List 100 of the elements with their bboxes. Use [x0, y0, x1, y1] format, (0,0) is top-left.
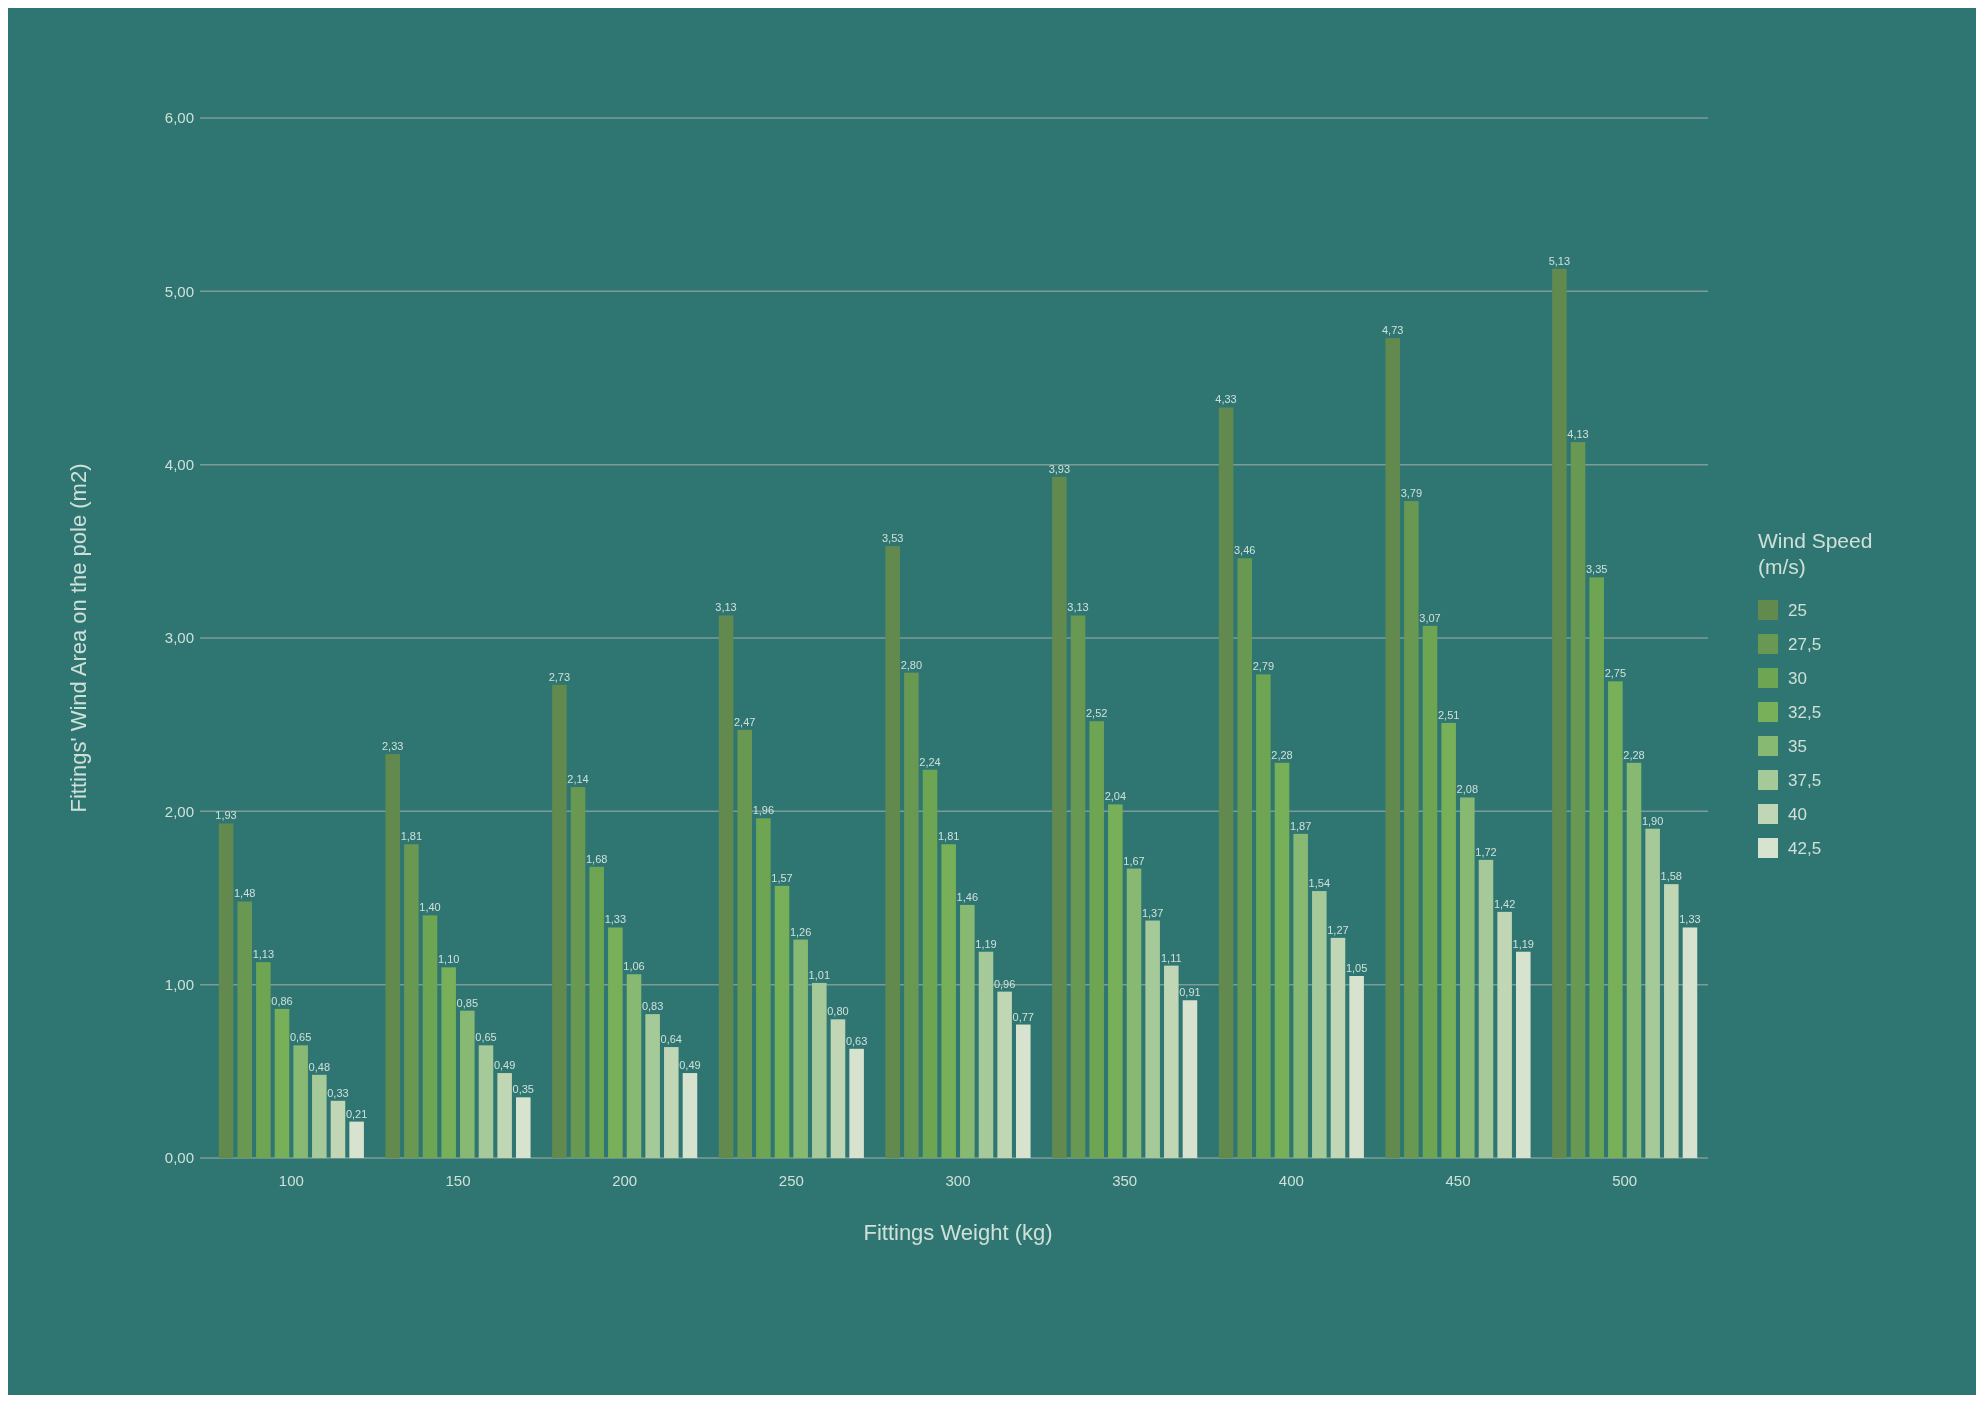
bar — [1385, 338, 1400, 1158]
bar — [1441, 722, 1456, 1158]
data-label: 0,96 — [993, 977, 1016, 990]
bar — [516, 1097, 531, 1158]
bar — [849, 1048, 864, 1158]
bar — [330, 1100, 346, 1158]
data-label: 1,06 — [623, 960, 645, 973]
bar — [441, 967, 456, 1158]
bar — [1145, 920, 1160, 1158]
legend-label: 27,5 — [1788, 634, 1822, 654]
bar — [1126, 868, 1142, 1158]
bar — [978, 951, 994, 1158]
data-label: 1,26 — [789, 925, 812, 938]
y-tick-label: 5,00 — [164, 282, 194, 300]
data-label: 0,91 — [1179, 986, 1201, 999]
data-label: 2,08 — [1456, 783, 1479, 796]
bar — [1682, 927, 1698, 1158]
legend-label: 42,5 — [1788, 838, 1822, 858]
bar — [1608, 681, 1623, 1158]
legend-label: 30 — [1788, 668, 1807, 688]
data-label: 0,49 — [679, 1059, 701, 1072]
bar — [422, 915, 438, 1158]
y-tick-label: 1,00 — [164, 975, 194, 993]
bar — [608, 927, 623, 1158]
data-label: 4,33 — [1215, 393, 1237, 406]
x-tick-label: 150 — [445, 1172, 471, 1189]
bar — [793, 939, 808, 1158]
bar — [497, 1073, 512, 1158]
data-label: 0,80 — [827, 1005, 849, 1018]
bar — [1108, 804, 1123, 1158]
bar — [1274, 762, 1290, 1158]
bar — [774, 885, 790, 1158]
data-label: 4,13 — [1567, 428, 1589, 441]
bar — [1052, 476, 1067, 1158]
data-label: 1,68 — [585, 852, 608, 865]
x-axis-title: Fittings Weight (kg) — [863, 1220, 1053, 1245]
y-tick-label: 3,00 — [164, 629, 194, 647]
data-label: 2,24 — [919, 755, 941, 768]
data-label: 1,58 — [1660, 870, 1683, 883]
data-label: 1,33 — [604, 913, 627, 926]
data-label: 0,49 — [493, 1059, 516, 1072]
legend-label: 25 — [1788, 600, 1807, 620]
data-label: 1,54 — [1308, 877, 1331, 890]
data-label: 0,33 — [327, 1086, 349, 1099]
bar — [645, 1014, 660, 1158]
data-label: 2,51 — [1437, 708, 1460, 721]
bar — [256, 962, 271, 1158]
data-label: 5,13 — [1548, 254, 1571, 267]
y-axis-title: Fittings' Wind Area on the pole (m2) — [66, 463, 91, 813]
bar — [885, 546, 900, 1158]
bar — [1089, 721, 1104, 1158]
bar — [1497, 911, 1512, 1158]
data-label: 1,40 — [419, 901, 441, 914]
bar — [1330, 937, 1346, 1158]
bar — [293, 1045, 308, 1158]
data-label: 3,13 — [715, 601, 737, 614]
bar — [922, 769, 938, 1158]
data-label: 1,42 — [1493, 897, 1516, 910]
bar — [589, 866, 604, 1158]
bar — [1349, 976, 1364, 1158]
legend-title: Wind Speed (m/s) — [1758, 529, 1873, 578]
data-label: 1,57 — [771, 871, 793, 884]
bar — [756, 818, 771, 1158]
bar — [1164, 965, 1179, 1158]
data-label: 1,27 — [1327, 923, 1349, 936]
bar — [218, 823, 234, 1158]
bar — [664, 1047, 679, 1158]
data-label: 2,47 — [733, 715, 756, 728]
bar — [570, 787, 586, 1158]
data-label: 3,79 — [1400, 487, 1423, 500]
data-label: 0,86 — [271, 994, 293, 1007]
bar — [1256, 674, 1271, 1158]
data-label: 1,01 — [808, 968, 831, 981]
bar — [1016, 1024, 1031, 1158]
data-label: 3,13 — [1067, 601, 1089, 614]
y-tick-label: 6,00 — [164, 109, 194, 127]
bar — [1516, 951, 1531, 1158]
bar — [1422, 625, 1438, 1158]
data-label: 1,72 — [1475, 845, 1497, 858]
legend-label: 40 — [1788, 804, 1807, 824]
bar — [626, 974, 642, 1158]
x-tick-label: 200 — [612, 1172, 638, 1189]
data-label: 1,81 — [400, 830, 423, 843]
bar — [404, 844, 419, 1158]
x-tick-label: 100 — [278, 1172, 304, 1189]
x-tick-label: 250 — [778, 1172, 804, 1189]
data-label: 1,87 — [1289, 819, 1312, 832]
x-tick-label: 300 — [945, 1172, 971, 1189]
legend-label: 37,5 — [1788, 770, 1822, 790]
data-label: 3,93 — [1048, 462, 1071, 475]
data-label: 2,80 — [900, 658, 923, 671]
data-label: 1,96 — [752, 804, 775, 817]
data-label: 0,83 — [641, 1000, 664, 1013]
data-label: 0,21 — [345, 1107, 368, 1120]
data-label: 1,33 — [1679, 913, 1701, 926]
legend-label: 32,5 — [1788, 702, 1822, 722]
bar — [312, 1074, 327, 1158]
bar — [1478, 859, 1494, 1158]
data-label: 1,67 — [1123, 854, 1145, 867]
data-label: 2,79 — [1252, 660, 1275, 673]
